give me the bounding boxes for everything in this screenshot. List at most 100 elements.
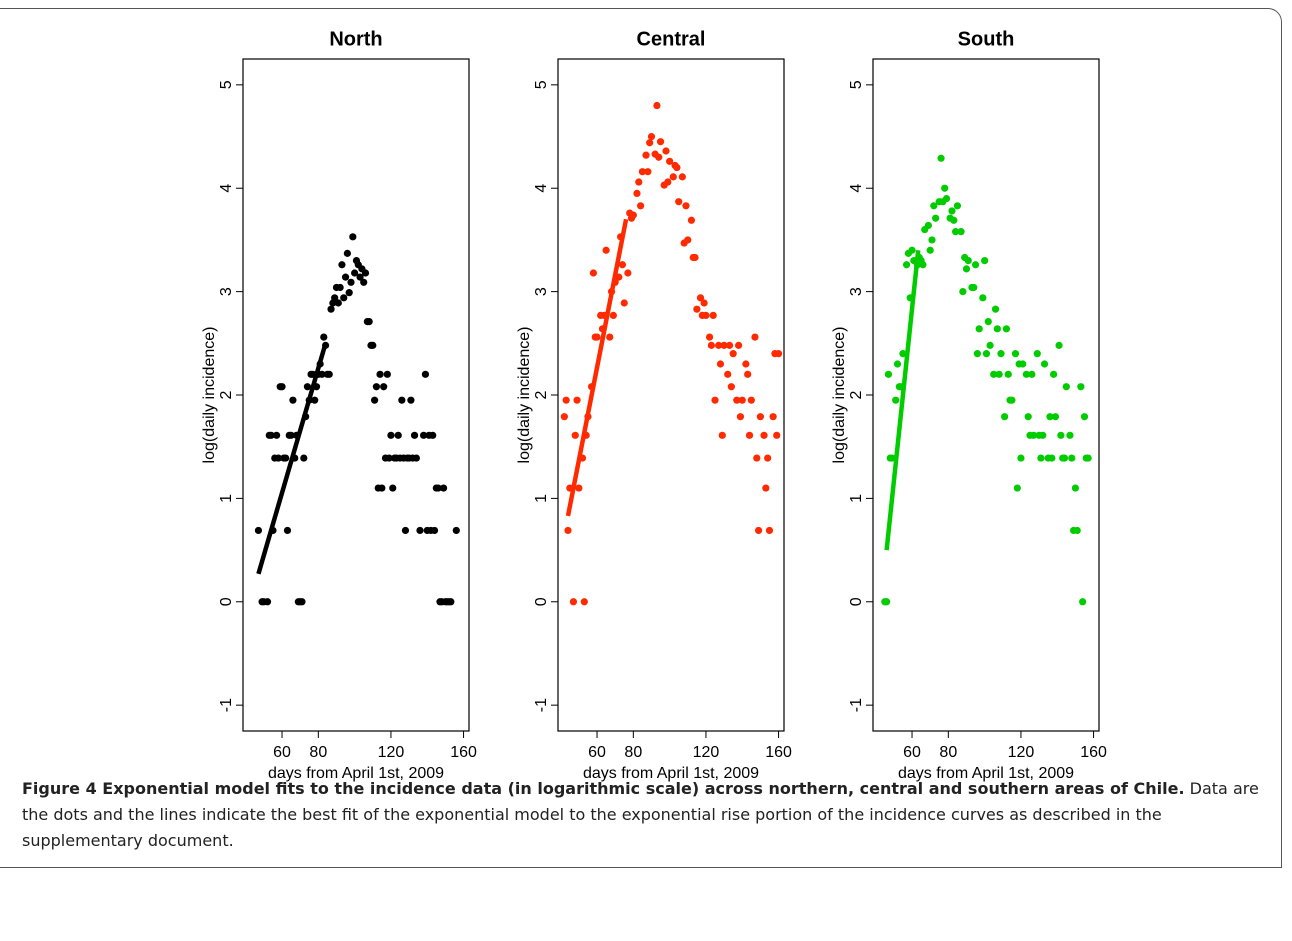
data-point [272, 431, 281, 439]
data-point [439, 484, 448, 492]
data-point [687, 216, 696, 224]
y-tick-label: 4 [533, 184, 550, 193]
data-point [1050, 370, 1058, 378]
data-point [926, 246, 934, 254]
data-point [372, 383, 381, 391]
y-tick-label: -1 [848, 698, 865, 712]
data-point [360, 278, 368, 286]
data-point [745, 431, 754, 439]
data-point [1024, 413, 1032, 421]
data-point [1055, 341, 1063, 349]
data-point [702, 311, 710, 319]
data-point [971, 261, 980, 269]
data-point [962, 265, 971, 273]
y-tick-label: 0 [848, 597, 865, 606]
x-tick-label: 160 [450, 744, 477, 761]
data-point [950, 216, 958, 224]
data-point [371, 396, 379, 404]
data-point [278, 383, 286, 391]
data-point [986, 341, 994, 349]
data-point [609, 311, 617, 319]
data-point [919, 261, 927, 269]
data-point [756, 413, 765, 421]
data-point [283, 526, 292, 535]
data-point [773, 431, 781, 439]
data-point [1071, 484, 1080, 492]
data-point [274, 454, 282, 462]
data-point [684, 236, 692, 244]
data-point [647, 132, 656, 141]
data-point [937, 154, 945, 162]
data-point [747, 396, 755, 404]
y-tick-label: 0 [533, 597, 550, 606]
data-point [899, 350, 907, 358]
data-point [709, 311, 717, 319]
data-point [993, 325, 1001, 333]
data-point [735, 341, 743, 349]
data-point [675, 198, 683, 206]
data-point [638, 168, 647, 176]
panel-title: North [329, 28, 382, 50]
data-point [575, 484, 583, 492]
data-point [764, 454, 772, 462]
data-point [666, 157, 674, 165]
data-point [729, 350, 737, 358]
data-point [990, 370, 998, 378]
data-point [959, 288, 967, 296]
data-point [380, 383, 388, 391]
data-point [298, 598, 306, 606]
data-point [589, 269, 597, 277]
data-point [982, 350, 991, 358]
data-point [742, 360, 750, 368]
data-point [289, 396, 297, 404]
data-point [311, 396, 319, 404]
data-point [736, 413, 745, 421]
data-point [653, 101, 661, 110]
data-point [345, 289, 353, 297]
data-point [633, 189, 641, 197]
data-point [725, 341, 734, 349]
data-point [700, 299, 708, 307]
data-point [662, 147, 670, 155]
data-point [932, 214, 940, 222]
panel-title: Central [637, 28, 706, 50]
data-point [300, 454, 308, 462]
data-point [356, 273, 364, 281]
data-point [571, 431, 579, 439]
data-point [928, 236, 936, 244]
x-tick-label: 60 [903, 744, 921, 761]
data-point [361, 269, 370, 277]
panel-title: South [958, 28, 1015, 50]
data-point [942, 194, 951, 203]
data-point [347, 278, 355, 286]
data-point [1068, 454, 1076, 462]
data-point [416, 526, 424, 535]
data-point [1048, 454, 1056, 462]
data-point [430, 526, 439, 535]
data-point [991, 305, 1000, 313]
data-point [1011, 350, 1020, 358]
data-point [334, 299, 342, 307]
x-tick-label: 80 [939, 744, 957, 761]
y-tick-label: 3 [848, 287, 865, 296]
data-point [970, 283, 978, 292]
data-point [287, 431, 295, 439]
data-point [715, 341, 723, 349]
data-point [569, 598, 578, 606]
y-tick-label: -1 [218, 698, 235, 712]
data-point [762, 484, 770, 492]
data-point [975, 325, 983, 333]
chart: North log(daily incidence) days from April… [201, 28, 1107, 782]
data-point [693, 305, 701, 313]
y-axis-label: log(daily incidence) [831, 327, 848, 464]
x-tick-label: 80 [309, 744, 327, 761]
data-point [1073, 526, 1081, 535]
data-point [902, 261, 911, 269]
data-point [751, 333, 759, 341]
data-point [629, 211, 637, 219]
data-point [1066, 431, 1074, 439]
data-point [452, 526, 460, 535]
data-point [1080, 413, 1089, 421]
data-point [769, 413, 777, 421]
